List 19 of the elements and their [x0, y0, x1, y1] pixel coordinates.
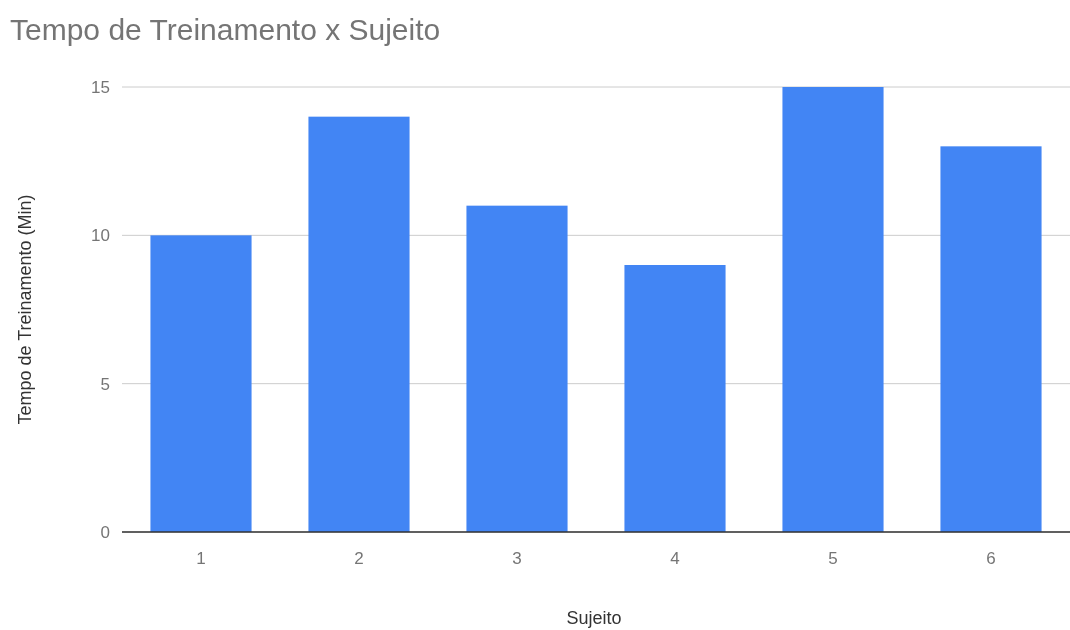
y-tick-label: 10 [91, 226, 110, 246]
y-tick-label: 0 [100, 522, 110, 542]
bar [466, 205, 568, 532]
y-tick-label: 15 [91, 77, 110, 97]
x-tick-label: 5 [828, 549, 838, 568]
bar [782, 87, 884, 532]
x-tick-label: 4 [670, 549, 680, 568]
y-axis-title: Tempo de Treinamento (Min) [15, 194, 35, 425]
x-tick-label: 6 [986, 549, 996, 568]
bar [308, 116, 410, 532]
x-tick-label: 3 [512, 549, 522, 568]
y-tick-label: 5 [100, 374, 110, 394]
bar [624, 265, 726, 532]
bar [940, 146, 1042, 532]
x-tick-label: 1 [196, 549, 206, 568]
x-tick-label: 2 [354, 549, 364, 568]
bar [150, 235, 252, 532]
chart-title: Tempo de Treinamento x Sujeito [10, 13, 441, 46]
x-axis-title: Sujeito [566, 608, 622, 628]
